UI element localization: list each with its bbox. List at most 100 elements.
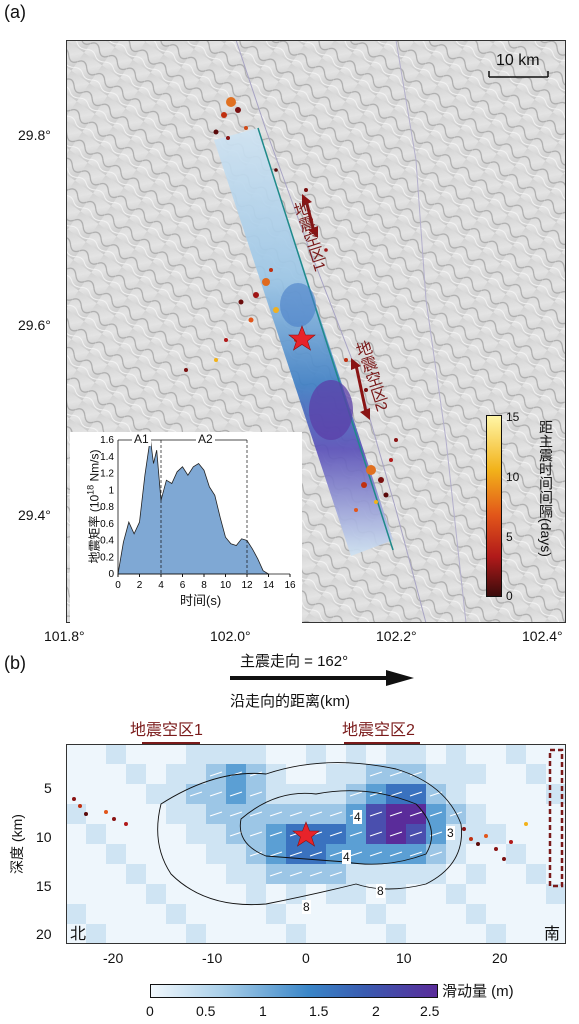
slip-vector [209, 811, 223, 817]
slip-vector [229, 811, 243, 817]
inset-y-tick-label: 1.6 [100, 435, 114, 446]
scale-bar-label: 10 km [496, 52, 540, 69]
slip-cell [66, 884, 86, 904]
inset-ylabel-exp: 18 [85, 484, 96, 495]
south-label: 南 [544, 926, 561, 943]
slip-cell [226, 864, 246, 884]
inset-x-tick-label: 10 [220, 580, 232, 591]
slip-cell [406, 924, 426, 944]
lat-tick-29-4: 29.4° [18, 507, 51, 523]
slip-cell [526, 744, 546, 764]
slip-cell [306, 904, 326, 924]
slip-cell [526, 924, 546, 944]
slip-cell [546, 904, 566, 924]
lon-tick-102-4: 102.4° [522, 628, 563, 644]
slip-cell [246, 864, 266, 884]
slip-cell [466, 764, 486, 784]
slip-vector [309, 871, 323, 877]
lon-tick-102-2: 102.2° [376, 628, 417, 644]
slip-cell [526, 764, 546, 784]
slip-vector [409, 851, 423, 857]
slip-cell [306, 744, 326, 764]
slip-cell [446, 924, 466, 944]
slip-cells-group [66, 744, 566, 944]
slip-cell [266, 784, 286, 804]
inset-y-axis-label: 地震矩率 (1018 Nm/s) [86, 437, 103, 577]
slip-cell [246, 904, 266, 924]
slip-vector [269, 871, 283, 877]
slip-cell [386, 884, 406, 904]
lat-tick-29-8: 29.8° [18, 127, 51, 143]
slip-cell [86, 784, 106, 804]
slip-cell [66, 784, 86, 804]
contour-label-1: 4 [353, 810, 362, 824]
slip-cell [446, 864, 466, 884]
slip-cell [486, 744, 506, 764]
contour-inner [239, 790, 433, 865]
slip-cell [466, 824, 486, 844]
inset-y-tick-label: 0.4 [100, 536, 114, 547]
depth-tick-10: 10 [36, 829, 52, 845]
slip-cell [406, 744, 426, 764]
contour-label-2: 4 [342, 850, 351, 864]
slip-cell [506, 824, 526, 844]
slip-cell [186, 924, 206, 944]
inset-x-tick-label: 14 [263, 580, 275, 591]
slip-cell [66, 764, 86, 784]
slip-cell [426, 884, 446, 904]
distance-tick-20: 20 [492, 950, 508, 966]
slip-cell [146, 744, 166, 764]
slip-cell [226, 904, 246, 924]
inset-x-ticks: 0 2 4 6 8 10 12 14 16 [115, 574, 296, 591]
slip-cell [166, 764, 186, 784]
slip-cell [526, 784, 546, 804]
days-colorbar [486, 415, 502, 597]
slip-vector [409, 831, 423, 837]
slip-tick-0: 0 [146, 1003, 154, 1019]
slip-tick-2: 2 [372, 1003, 380, 1019]
slip-cell [466, 904, 486, 924]
slip-vector [389, 791, 403, 797]
slip-vector [429, 851, 443, 857]
slip-cell [106, 764, 126, 784]
slip-cell [286, 744, 306, 764]
slip-cell [146, 824, 166, 844]
slip-vector [249, 851, 263, 857]
depth-tick-20: 20 [36, 926, 52, 942]
slip-vector [389, 831, 403, 837]
slip-vector [229, 791, 243, 797]
slip-cell [186, 744, 206, 764]
south-boundary-box [548, 748, 564, 888]
slip-cell [206, 844, 226, 864]
slip-cell [126, 764, 146, 784]
days-tick-10: 10 [506, 470, 520, 484]
days-tick-0: 0 [506, 589, 513, 603]
slip-cell [526, 884, 546, 904]
slip-cell [446, 904, 466, 924]
slip-cell [126, 904, 146, 924]
slip-vector [309, 851, 323, 857]
slip-section-panel: 4 4 8 8 3 北 南 [66, 744, 566, 944]
slip-cell [266, 884, 286, 904]
slip-cell [126, 784, 146, 804]
inset-y-tick-label: 1.4 [100, 452, 114, 463]
slip-cell [486, 844, 506, 864]
slip-vector [289, 851, 303, 857]
slip-cell [86, 764, 106, 784]
slip-colorbar-title: 滑动量 (m) [442, 983, 514, 1000]
slip-cell [326, 784, 346, 804]
slip-cell [306, 924, 326, 944]
slip-cell [86, 804, 106, 824]
slip-vector [269, 811, 283, 817]
panel-b-label: (b) [4, 653, 26, 673]
distance-tick-m20: -20 [103, 950, 124, 966]
slip-cell [346, 744, 366, 764]
slip-cell [166, 904, 186, 924]
slip-cell [166, 804, 186, 824]
slip-cell [146, 904, 166, 924]
slip-cell [466, 924, 486, 944]
slip-cell [166, 744, 186, 764]
contour-label-5: 3 [446, 826, 455, 840]
distance-tick-m10: -10 [202, 950, 223, 966]
gap2-label-b: 地震空区2 [342, 722, 415, 739]
